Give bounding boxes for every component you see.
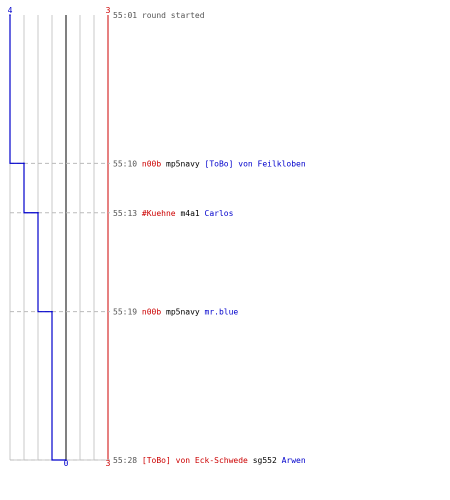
event-line: 55:19 n00b mp5navy mr.blue — [113, 308, 238, 317]
blue-score-top-label: 4 — [8, 6, 13, 15]
event-killer: [ToBo] von Eck-Schwede — [137, 456, 248, 465]
event-time: 55:01 — [113, 11, 137, 20]
event-weapon: mp5navy — [161, 159, 200, 168]
event-guide-lines — [10, 162, 110, 461]
red-score-top-label: 3 — [106, 6, 111, 15]
score-point — [9, 14, 11, 16]
event-time: 55:13 — [113, 209, 137, 218]
event-weapon: sg552 — [248, 456, 277, 465]
event-victim: [ToBo] von Feilkloben — [200, 159, 306, 168]
score-point — [65, 459, 67, 461]
event-line: 55:28 [ToBo] von Eck-Schwede sg552 Arwen — [113, 456, 306, 465]
event-time: 55:10 — [113, 159, 137, 168]
event-line: 55:01 round started — [113, 11, 205, 20]
event-time: 55:28 — [113, 456, 137, 465]
score-grid — [9, 15, 109, 461]
red-score-bottom-label: 3 — [106, 459, 111, 468]
event-victim: Carlos — [200, 209, 234, 218]
event-killer: #Kuehne — [137, 209, 176, 218]
score-point — [23, 162, 25, 165]
score-point — [37, 211, 39, 214]
event-line: 55:10 n00b mp5navy [ToBo] von Feilkloben — [113, 159, 306, 168]
event-weapon: m4a1 — [176, 209, 200, 218]
event-victim: mr.blue — [200, 308, 239, 317]
event-killer: round started — [137, 11, 205, 20]
score-point — [51, 310, 53, 313]
event-weapon: mp5navy — [161, 308, 200, 317]
event-log: 55:01 round started 55:10 n00b mp5navy [T… — [113, 11, 306, 465]
event-line: 55:13 #Kuehne m4a1 Carlos — [113, 209, 234, 218]
center-score-bottom-label: 0 — [64, 459, 69, 468]
event-killer: n00b — [137, 159, 161, 168]
event-killer: n00b — [137, 308, 161, 317]
event-victim: Arwen — [277, 456, 306, 465]
event-time: 55:19 — [113, 308, 137, 317]
score-series — [9, 14, 67, 461]
